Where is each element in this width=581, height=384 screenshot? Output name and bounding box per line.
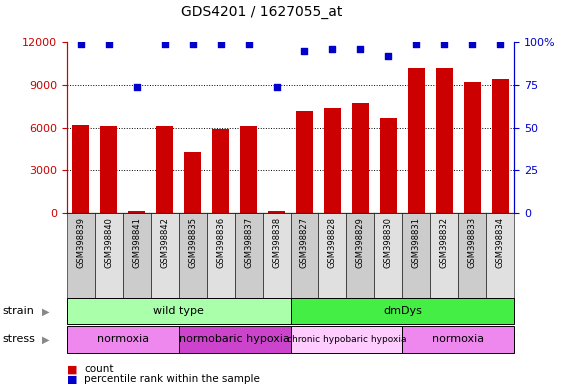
Point xyxy=(76,41,85,47)
Text: GSM398828: GSM398828 xyxy=(328,217,337,268)
Point xyxy=(440,41,449,47)
Point xyxy=(160,41,169,47)
Bar xyxy=(464,82,480,213)
Text: GSM398831: GSM398831 xyxy=(412,217,421,268)
Point xyxy=(104,41,113,47)
Text: normoxia: normoxia xyxy=(96,334,149,344)
Text: GSM398840: GSM398840 xyxy=(104,217,113,268)
Text: GSM398827: GSM398827 xyxy=(300,217,309,268)
Bar xyxy=(408,68,425,213)
Text: GSM398834: GSM398834 xyxy=(496,217,505,268)
Text: stress: stress xyxy=(3,334,36,344)
Point xyxy=(356,46,365,52)
Point xyxy=(244,41,253,47)
Bar xyxy=(212,129,229,213)
Text: GSM398837: GSM398837 xyxy=(244,217,253,268)
Bar xyxy=(492,79,508,213)
Text: wild type: wild type xyxy=(153,306,204,316)
Text: GDS4201 / 1627055_at: GDS4201 / 1627055_at xyxy=(181,5,342,19)
Point xyxy=(132,84,141,90)
Text: ■: ■ xyxy=(67,374,77,384)
Text: dmDys: dmDys xyxy=(383,306,422,316)
Text: normoxia: normoxia xyxy=(432,334,485,344)
Text: GSM398830: GSM398830 xyxy=(384,217,393,268)
Text: ▶: ▶ xyxy=(42,306,49,316)
Bar xyxy=(268,211,285,213)
Text: GSM398835: GSM398835 xyxy=(188,217,197,268)
Point xyxy=(216,41,225,47)
Text: GSM398836: GSM398836 xyxy=(216,217,225,268)
Text: GSM398832: GSM398832 xyxy=(440,217,449,268)
Text: count: count xyxy=(84,364,114,374)
Point xyxy=(272,84,281,90)
Point xyxy=(188,41,198,47)
Text: GSM398838: GSM398838 xyxy=(272,217,281,268)
Text: GSM398833: GSM398833 xyxy=(468,217,477,268)
Text: GSM398842: GSM398842 xyxy=(160,217,169,268)
Bar xyxy=(324,108,341,213)
Text: strain: strain xyxy=(3,306,35,316)
Bar xyxy=(380,118,397,213)
Bar xyxy=(184,152,201,213)
Bar xyxy=(352,103,369,213)
Text: GSM398829: GSM398829 xyxy=(356,217,365,268)
Point xyxy=(300,48,309,54)
Point xyxy=(328,46,337,52)
Point xyxy=(468,41,477,47)
Point xyxy=(383,53,393,59)
Bar xyxy=(436,68,453,213)
Bar xyxy=(156,126,173,213)
Text: ▶: ▶ xyxy=(42,334,49,344)
Text: percentile rank within the sample: percentile rank within the sample xyxy=(84,374,260,384)
Bar xyxy=(73,125,89,213)
Text: ■: ■ xyxy=(67,364,77,374)
Bar xyxy=(296,111,313,213)
Bar xyxy=(240,126,257,213)
Text: chronic hypobaric hypoxia: chronic hypobaric hypoxia xyxy=(286,335,406,344)
Text: GSM398841: GSM398841 xyxy=(132,217,141,268)
Text: GSM398839: GSM398839 xyxy=(76,217,85,268)
Point xyxy=(412,41,421,47)
Point xyxy=(496,41,505,47)
Text: normobaric hypoxia: normobaric hypoxia xyxy=(179,334,290,344)
Bar xyxy=(128,211,145,213)
Bar xyxy=(101,126,117,213)
